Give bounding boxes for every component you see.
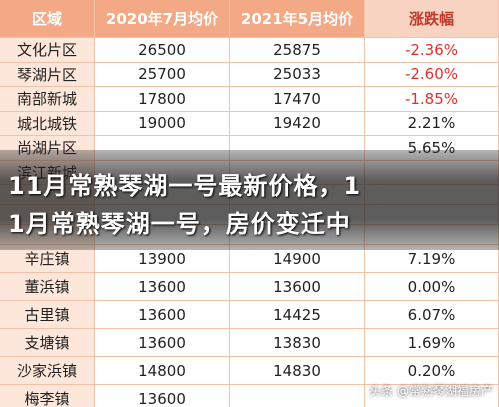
title-overlay: 11月常熟琴湖一号最新价格，1 1月常熟琴湖一号，房价变迁中 (0, 150, 499, 250)
header-cell: 涨跌幅 (365, 0, 499, 38)
value-cell: 13600 (95, 301, 230, 329)
value-cell: 14830 (230, 357, 365, 385)
value-cell (230, 385, 365, 407)
region-cell: 南部新城 (0, 87, 95, 112)
region-cell: 董浜镇 (0, 273, 95, 301)
value-cell: 6.07% (365, 301, 499, 329)
value-cell: 1.69% (365, 329, 499, 357)
region-cell: 城北城铁 (0, 111, 95, 136)
value-cell: 17800 (95, 87, 230, 112)
title-line: 11月常熟琴湖一号最新价格，1 (8, 172, 362, 200)
header-cell: 2021年5月均价 (230, 0, 365, 38)
value-cell: 19000 (95, 111, 230, 136)
title-line: 1月常熟琴湖一号，房价变迁中 (8, 210, 351, 238)
value-cell: 13900 (95, 245, 230, 273)
region-cell: 文化片区 (0, 38, 95, 63)
region-cell: 琴湖片区 (0, 62, 95, 87)
region-cell: 支塘镇 (0, 329, 95, 357)
header-cell: 2020年7月均价 (95, 0, 230, 38)
value-cell: 14425 (230, 301, 365, 329)
value-cell: 17470 (230, 87, 365, 112)
value-cell: 0.20% (365, 357, 499, 385)
value-cell: 13600 (230, 273, 365, 301)
value-cell: 0.00% (365, 273, 499, 301)
value-cell: 25033 (230, 62, 365, 87)
region-cell: 梅李镇 (0, 385, 95, 407)
value-cell: 13600 (95, 273, 230, 301)
value-cell: 19420 (230, 111, 365, 136)
region-cell: 沙家浜镇 (0, 357, 95, 385)
value-cell: 14900 (230, 245, 365, 273)
value-cell: 13600 (95, 385, 230, 407)
value-cell: 26500 (95, 38, 230, 63)
value-cell: -2.36% (365, 38, 499, 63)
value-cell: 13600 (95, 329, 230, 357)
value-cell: 25700 (95, 62, 230, 87)
value-cell: 2.21% (365, 111, 499, 136)
watermark: 头条 @常熟琴湖福房产 (369, 384, 493, 398)
value-cell: 13830 (230, 329, 365, 357)
value-cell: -2.60% (365, 62, 499, 87)
value-cell: -1.85% (365, 87, 499, 112)
value-cell: 14800 (95, 357, 230, 385)
value-cell: 25875 (230, 38, 365, 63)
header-cell: 区域 (0, 0, 95, 38)
region-cell: 古里镇 (0, 301, 95, 329)
